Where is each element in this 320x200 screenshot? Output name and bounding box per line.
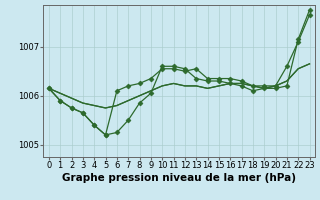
X-axis label: Graphe pression niveau de la mer (hPa): Graphe pression niveau de la mer (hPa) bbox=[62, 173, 296, 183]
